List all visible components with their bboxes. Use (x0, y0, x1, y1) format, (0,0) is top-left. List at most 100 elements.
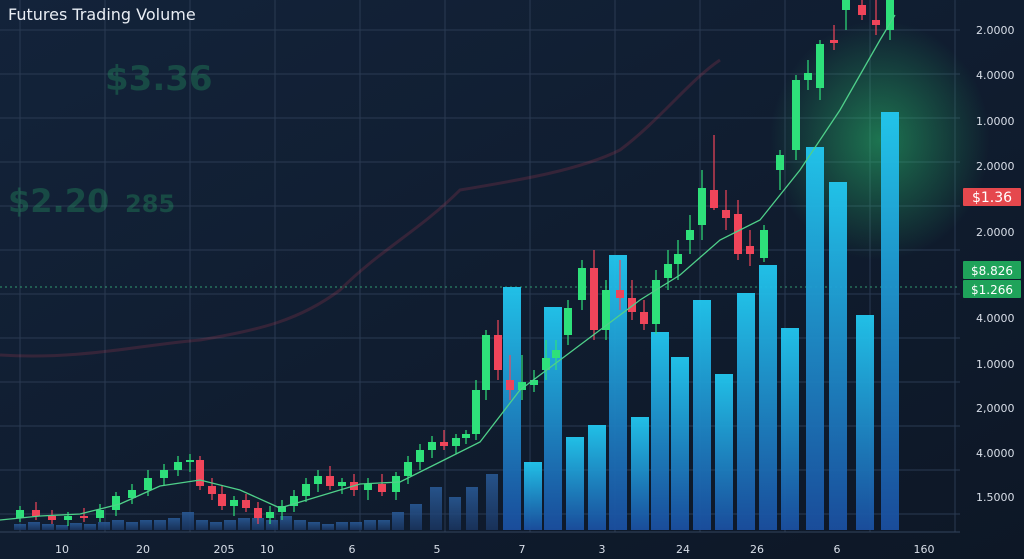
y-tick-label: 4.0000 (976, 69, 1015, 82)
candle-body (686, 230, 694, 240)
volume-bar (566, 437, 584, 530)
candle-body (652, 280, 660, 324)
glow (770, 20, 990, 260)
candle-body (404, 462, 412, 476)
candle-body (218, 494, 226, 506)
candle-body (664, 264, 672, 278)
volume-bar (449, 497, 461, 530)
candle-body (364, 484, 372, 490)
volume-bar (631, 417, 649, 530)
volume-bar (210, 522, 222, 530)
y-tick-label: 2.0000 (976, 160, 1015, 173)
volume-bar (84, 524, 96, 530)
x-tick-label: 20 (136, 543, 150, 556)
volume-bar (42, 524, 54, 530)
volume-bar (881, 112, 899, 530)
volume-bar (856, 315, 874, 530)
volume-bar (322, 524, 334, 530)
candle-body (230, 500, 238, 506)
candle-body (254, 508, 262, 518)
volume-bar (410, 504, 422, 530)
candle-body (698, 188, 706, 225)
volume-bar (693, 300, 711, 530)
x-tick-label: 26 (750, 543, 764, 556)
candle-body (792, 80, 800, 150)
y-tick-label: 1.0000 (976, 358, 1015, 371)
candle-body (518, 382, 526, 390)
volume-bar (524, 462, 542, 530)
candle-body (302, 484, 310, 496)
volume-bar (196, 520, 208, 530)
y-tick-label: 1.5000 (976, 491, 1015, 504)
ghost-text: $2.20 (8, 182, 109, 220)
volume-bar (759, 265, 777, 530)
candle-body (804, 73, 812, 80)
candle-body (542, 358, 550, 370)
x-tick-label: 7 (519, 543, 526, 556)
x-tick-label: 205 (214, 543, 235, 556)
candle-body (266, 512, 274, 518)
y-tick-label: 4.0000 (976, 312, 1015, 325)
candle-body (16, 510, 24, 518)
candle-body (112, 496, 120, 510)
x-tick-label: 160 (914, 543, 935, 556)
candle-body (578, 268, 586, 300)
volume-bar (392, 512, 404, 530)
candle-body (628, 298, 636, 312)
y-tick-label: 1.0000 (976, 115, 1015, 128)
candle-body (80, 516, 88, 518)
candle-body (602, 290, 610, 330)
volume-bar (806, 147, 824, 530)
volume-bar (182, 512, 194, 530)
candle-body (96, 510, 104, 518)
price-tag (963, 261, 1021, 279)
volume-bar (14, 524, 26, 530)
candle-body (858, 5, 866, 15)
candle-body (64, 516, 72, 520)
volume-bar (70, 523, 82, 530)
candle-body (196, 460, 204, 486)
y-tick-label: 2.0000 (976, 226, 1015, 239)
candle-body (494, 335, 502, 370)
candle-body (174, 462, 182, 470)
volume-bar (466, 487, 478, 530)
volume-bar (168, 518, 180, 530)
volume-bar (280, 516, 292, 530)
volume-bar (350, 522, 362, 530)
candle-body (746, 246, 754, 254)
volume-bar (224, 520, 236, 530)
candle-body (674, 254, 682, 264)
candle-body (314, 476, 322, 484)
candle-body (530, 380, 538, 385)
candle-body (160, 470, 168, 478)
volume-bar (829, 182, 847, 530)
candle-body (290, 496, 298, 506)
candle-body (392, 476, 400, 492)
candle-body (830, 40, 838, 43)
candle-body (48, 516, 56, 520)
volume-bar (266, 520, 278, 530)
candle-body (416, 450, 424, 462)
candle-body (640, 312, 648, 324)
y-tick-label: 2,0000 (976, 402, 1015, 415)
candle-body (564, 308, 572, 335)
candle-body (776, 155, 784, 170)
x-tick-label: 10 (260, 543, 274, 556)
volume-bar (56, 525, 68, 530)
x-tick-label: 10 (55, 543, 69, 556)
volume-bar (28, 522, 40, 530)
volume-bar (336, 522, 348, 530)
candle-body (452, 438, 460, 446)
candle-body (186, 460, 194, 462)
candle-body (440, 442, 448, 446)
candle-body (462, 434, 470, 438)
x-tick-label: 6 (349, 543, 356, 556)
volume-bar (308, 522, 320, 530)
candle-body (144, 478, 152, 490)
candle-body (472, 390, 480, 434)
volume-bar (238, 518, 250, 530)
candle-body (760, 230, 768, 258)
candle-body (278, 506, 286, 512)
volume-bar (378, 520, 390, 530)
